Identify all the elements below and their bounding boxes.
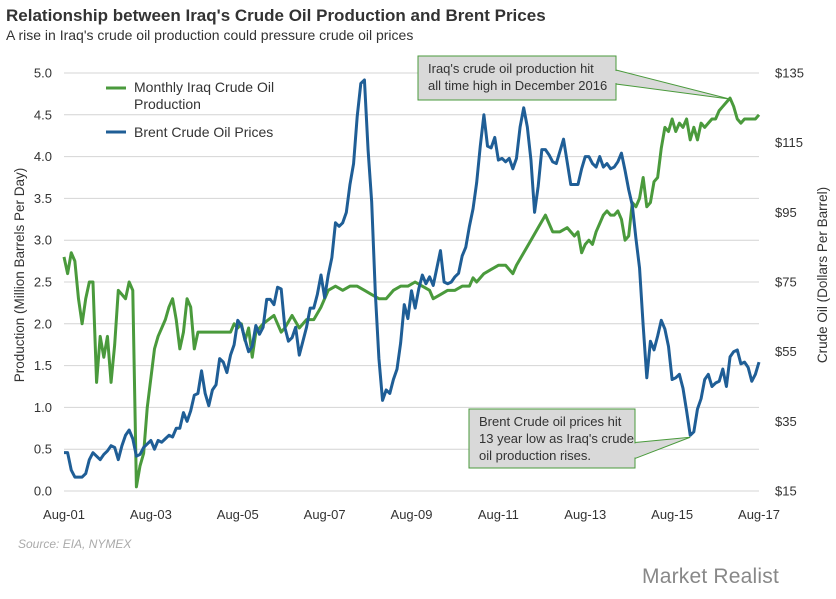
production-series-line	[62, 96, 761, 489]
annotation-text-line: oil production rises.	[479, 448, 591, 463]
left-tick-label: 4.0	[34, 149, 52, 164]
annotation-text-line: 13 year low as Iraq's crude	[479, 431, 634, 446]
right-axis-ticks: $15 $35 $55 $75 $95 $115 $135	[775, 66, 804, 499]
right-tick-label: $135	[775, 66, 804, 81]
annotation-text-line: all time high in December 2016	[428, 78, 607, 93]
right-axis-label: Crude Oil (Dollars Per Barrel)	[815, 187, 830, 363]
left-tick-label: 0.5	[34, 442, 52, 457]
x-tick-label: Aug-03	[130, 507, 172, 522]
legend-label-production: Monthly Iraq Crude Oil Production	[134, 79, 274, 112]
chart-title: Relationship between Iraq's Crude Oil Pr…	[6, 6, 546, 25]
left-tick-label: 4.5	[34, 107, 52, 122]
left-tick-label: 3.0	[34, 233, 52, 248]
legend-label-brent: Brent Crude Oil Prices	[134, 124, 273, 140]
left-tick-label: 2.0	[34, 316, 52, 331]
x-tick-label: Aug-01	[43, 507, 85, 522]
left-tick-label: 0.0	[34, 484, 52, 499]
right-tick-label: $55	[775, 344, 797, 359]
annotation-box	[468, 408, 636, 469]
x-axis-ticks: Aug-01 Aug-03 Aug-05 Aug-07 Aug-09 Aug-11 Aug-…	[43, 507, 780, 522]
left-tick-label: 1.5	[34, 358, 52, 373]
right-tick-label: $35	[775, 414, 797, 429]
annotations: Iraq's crude oil production hit all time …	[417, 55, 731, 469]
legend-label-line: Monthly Iraq Crude Oil	[134, 79, 274, 95]
annotation-pointer	[615, 69, 731, 100]
x-tick-label: Aug-15	[651, 507, 693, 522]
annotation-brent-low: Brent Crude oil prices hit 13 year low as…	[468, 408, 691, 469]
x-tick-label: Aug-09	[391, 507, 433, 522]
brent-series-line	[64, 78, 761, 479]
left-tick-label: 3.5	[34, 191, 52, 206]
left-axis-ticks: 0.0 0.5 1.0 1.5 2.0 2.5 3.0 3.5 4.0 4.5 5.0	[34, 66, 52, 499]
brand-logo: Market Realist	[642, 565, 780, 588]
annotation-production-high: Iraq's crude oil production hit all time …	[417, 55, 731, 101]
series-lines	[62, 78, 761, 489]
annotation-text-line: Iraq's crude oil production hit	[428, 61, 594, 76]
left-axis-label: Production (Million Barrels Per Day)	[12, 168, 27, 383]
legend: Monthly Iraq Crude Oil Production Brent Cr…	[106, 79, 274, 140]
x-tick-label: Aug-05	[217, 507, 259, 522]
chart-subtitle: A rise in Iraq's crude oil production co…	[6, 27, 414, 43]
left-tick-label: 1.0	[34, 400, 52, 415]
legend-label-line: Production	[134, 96, 201, 112]
right-tick-label: $115	[775, 135, 803, 150]
left-tick-label: 2.5	[34, 275, 52, 290]
left-tick-label: 5.0	[34, 66, 52, 81]
annotation-text-line: Brent Crude oil prices hit	[479, 414, 622, 429]
right-tick-label: $95	[775, 205, 797, 220]
x-tick-label: Aug-11	[478, 507, 519, 522]
x-tick-label: Aug-13	[564, 507, 606, 522]
source-note: Source: EIA, NYMEX	[18, 537, 132, 551]
right-tick-label: $15	[775, 484, 797, 499]
x-tick-label: Aug-07	[304, 507, 346, 522]
annotation-pointer	[634, 436, 691, 460]
x-tick-label: Aug-17	[738, 507, 780, 522]
right-tick-label: $75	[775, 275, 797, 290]
